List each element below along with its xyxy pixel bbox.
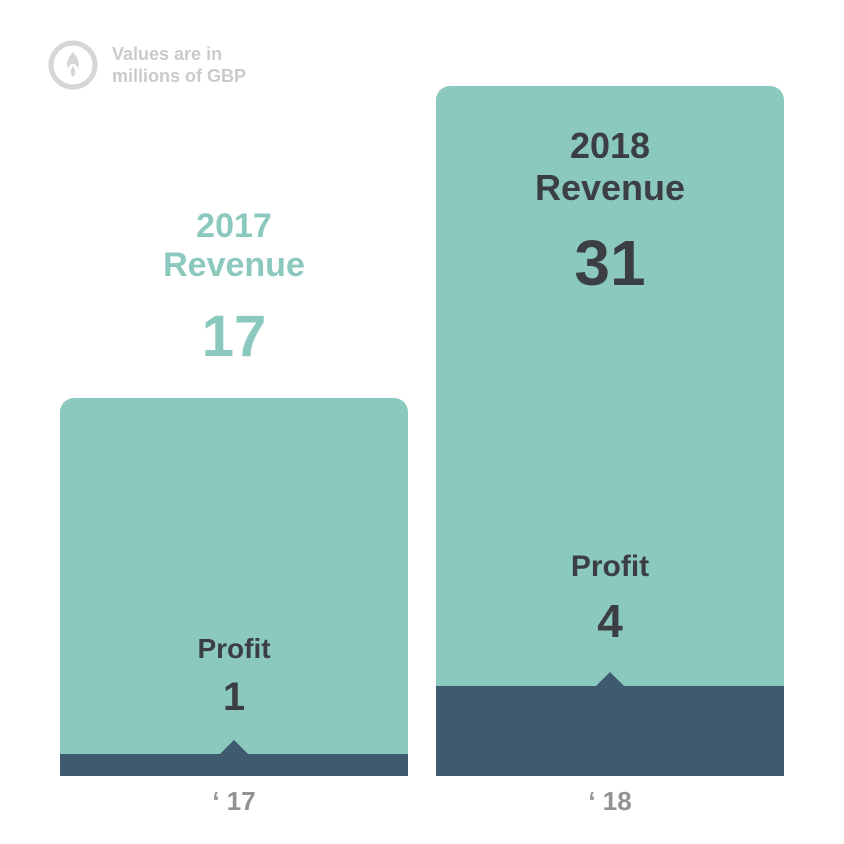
- profit-value: 1: [60, 675, 408, 720]
- profit-band-2017: [60, 754, 408, 776]
- caret-up-icon: [220, 740, 248, 754]
- x-label-2018: ‘ 18: [436, 786, 784, 817]
- x-axis-labels: ‘ 17 ‘ 18: [60, 786, 784, 826]
- bar-header-2017: 2017 Revenue 17: [60, 207, 408, 370]
- revenue-profit-chart: Values are in millions of GBP 2017 Reven…: [0, 0, 844, 844]
- year-label: 2017: [60, 207, 408, 246]
- profit-block-2018: Profit 4: [436, 550, 784, 648]
- revenue-label: Revenue: [436, 167, 784, 208]
- year-label: 2018: [436, 125, 784, 166]
- profit-block-2017: Profit 1: [60, 633, 408, 720]
- revenue-value: 17: [60, 303, 408, 370]
- profit-band-2018: [436, 686, 784, 776]
- bars-area: 2017 Revenue 17 Profit 1 2018 Revenue 31: [60, 56, 784, 776]
- profit-label: Profit: [60, 633, 408, 665]
- revenue-value: 31: [436, 226, 784, 300]
- profit-label: Profit: [436, 550, 784, 584]
- x-label-2017: ‘ 17: [60, 786, 408, 817]
- profit-value: 4: [436, 594, 784, 648]
- caret-up-icon: [596, 672, 624, 686]
- revenue-label: Revenue: [60, 246, 408, 285]
- bar-header-2018: 2018 Revenue 31: [436, 125, 784, 300]
